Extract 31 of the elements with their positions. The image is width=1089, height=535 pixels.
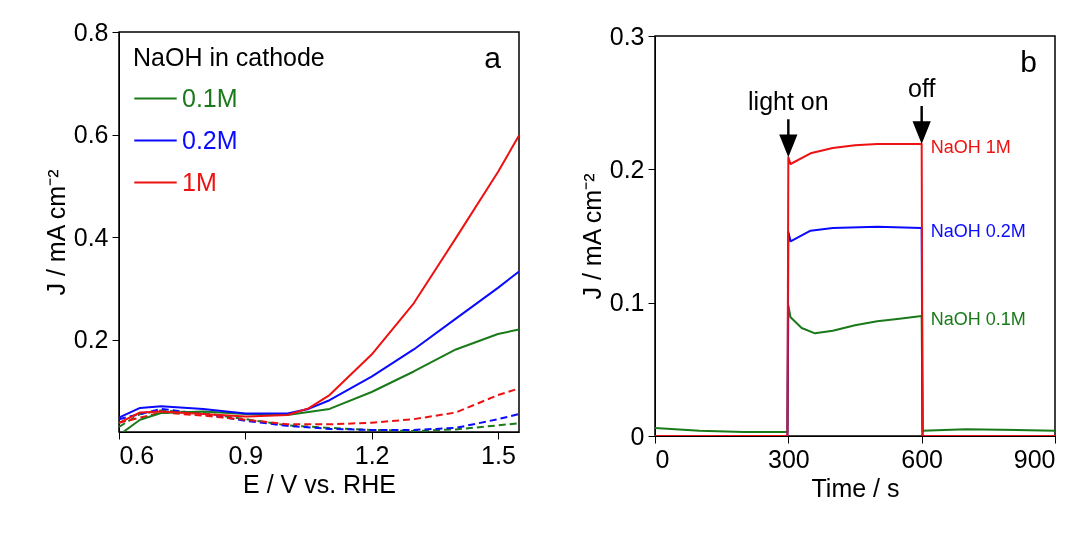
legend-label: 1M xyxy=(182,167,217,196)
y-tick-label: 0.1 xyxy=(609,288,645,317)
y-tick-label: 0.3 xyxy=(609,21,645,50)
annotation: off xyxy=(907,74,936,102)
y-tick-label: 0 xyxy=(630,421,645,450)
y-axis-title: J / mA cm⁻² xyxy=(41,169,70,296)
legend-title: NaOH in cathode xyxy=(133,43,325,71)
y-tick-label: 0.8 xyxy=(73,17,109,46)
y-tick-label: 0.2 xyxy=(609,154,645,183)
series-label: NaOH 1M xyxy=(930,137,1011,157)
x-tick-label: 1.2 xyxy=(354,440,390,469)
x-tick-label: 600 xyxy=(901,444,944,473)
series-label: NaOH 0.2M xyxy=(930,221,1026,241)
y-axis-title: J / mA cm⁻² xyxy=(577,173,606,300)
series-label: NaOH 0.1M xyxy=(930,309,1026,329)
legend-label: 0.1M xyxy=(182,83,238,112)
y-tick-label: 0.2 xyxy=(73,325,109,354)
x-tick-label: 900 xyxy=(1013,444,1056,473)
x-tick-label: 0 xyxy=(655,444,670,473)
x-tick-label: 0.9 xyxy=(228,440,264,469)
y-tick-label: 0.6 xyxy=(73,120,109,149)
legend-label: 0.2M xyxy=(182,125,238,154)
x-axis-title: Time / s xyxy=(811,473,900,502)
x-tick-label: 1.5 xyxy=(481,440,516,469)
x-tick-label: 0.6 xyxy=(119,440,155,469)
annotation: b xyxy=(1020,45,1037,78)
x-tick-label: 300 xyxy=(767,444,810,473)
x-axis-title: E / V vs. RHE xyxy=(243,469,396,498)
annotation: light on xyxy=(748,87,829,116)
annotation: a xyxy=(484,41,502,74)
y-tick-label: 0.4 xyxy=(73,222,109,251)
